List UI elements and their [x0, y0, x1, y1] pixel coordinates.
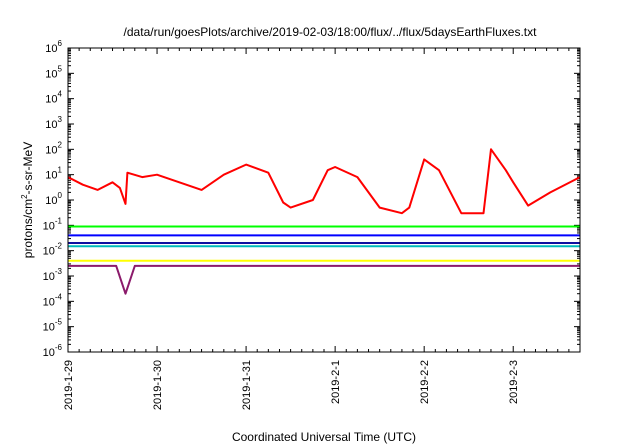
x-axis-label: Coordinated Universal Time (UTC) [232, 430, 416, 444]
x-tick-label: 2019-2-2 [419, 360, 431, 404]
x-axis-ticks: 2019-1-29 2019-1-30 2019-1-31 2019-2-1 2019-… [63, 48, 570, 410]
y-axis-label: protons/cm2-s-sr-MeV [20, 142, 35, 258]
y-tick-label: 10-6 [43, 343, 63, 359]
y-tick-label: 102 [45, 140, 62, 156]
plot-frame [67, 47, 581, 353]
y-tick-label: 10-5 [43, 318, 63, 334]
x-tick-label: 2019-2-3 [508, 360, 520, 404]
chart-title: /data/run/goesPlots/archive/2019-02-03/1… [124, 25, 538, 39]
y-tick-label: 103 [45, 115, 62, 131]
y-tick-label: 10-3 [43, 267, 63, 283]
series-line-1 [67, 148, 581, 215]
x-tick-label: 2019-1-31 [241, 360, 253, 410]
y-tick-label: 106 [45, 39, 62, 55]
y-tick-label: 10-4 [43, 292, 63, 308]
series-layer [67, 148, 581, 295]
y-tick-label: 105 [45, 64, 62, 80]
y-tick-label: 100 [45, 191, 62, 207]
x-tick-label: 2019-2-1 [330, 360, 342, 404]
y-tick-label: 101 [45, 166, 62, 182]
y-tick-label: 10-2 [43, 242, 63, 258]
x-tick-label: 2019-1-30 [152, 360, 164, 410]
series-line-7 [68, 264, 580, 295]
y-tick-label: 10-1 [43, 216, 63, 232]
x-tick-label: 2019-1-29 [63, 360, 75, 410]
y-tick-label: 104 [45, 90, 62, 106]
